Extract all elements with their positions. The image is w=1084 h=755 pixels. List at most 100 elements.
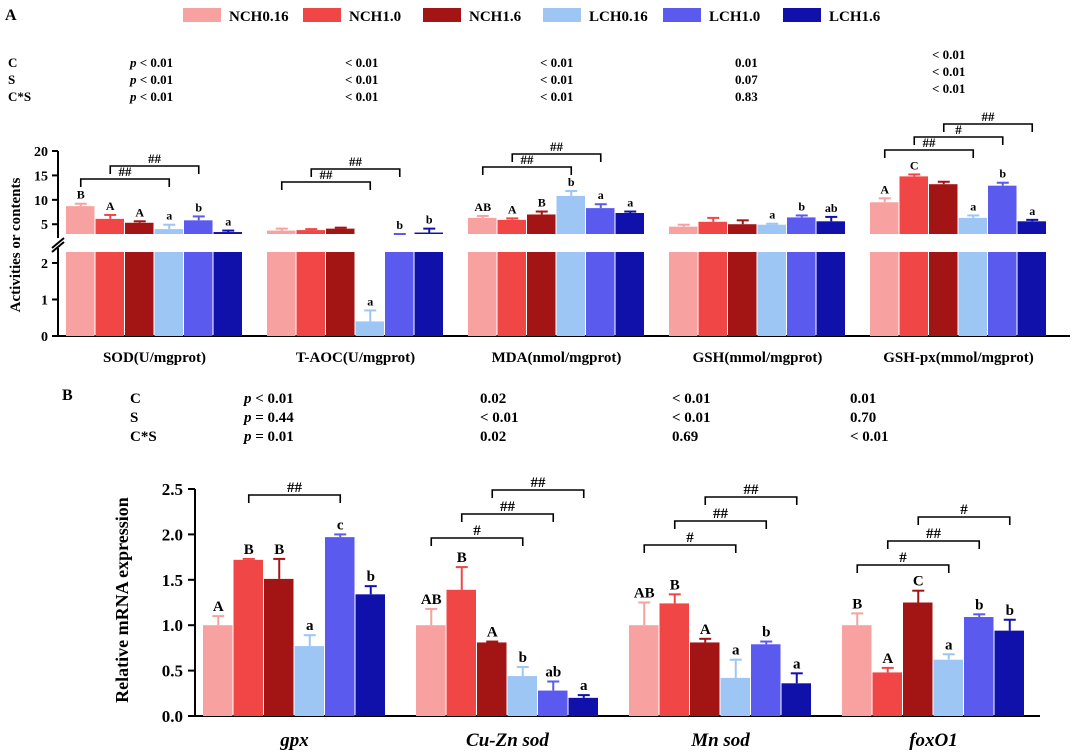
significance-bracket bbox=[481, 166, 573, 175]
significance-bracket bbox=[79, 178, 171, 187]
legend-label-LCH1.6: LCH1.6 bbox=[829, 9, 881, 25]
significance-bracket bbox=[704, 496, 798, 505]
significance-bracket bbox=[430, 537, 524, 546]
bar-LCH1.6-gpx bbox=[355, 594, 385, 716]
bar-NCH0.16-GSH-px(mmol/mgprot) bbox=[870, 252, 899, 336]
stats-b-row-label: S bbox=[130, 410, 138, 426]
significance-letter: A bbox=[213, 599, 224, 615]
bar-LCH1.6-foxO1 bbox=[994, 630, 1024, 716]
significance-letter: b bbox=[568, 175, 575, 189]
bar-NCH1.6-MDA(nmol/mgprot) bbox=[527, 252, 556, 336]
bar-upper-LCH0.16-GSH-px(mmol/mgprot) bbox=[958, 217, 987, 234]
stats-b-value: p = 0.01 bbox=[242, 429, 294, 445]
significance-letter: C bbox=[913, 574, 924, 590]
bracket-label: ## bbox=[349, 154, 363, 169]
significance-bracket bbox=[942, 123, 1034, 132]
stats-a-row-label: C bbox=[8, 55, 17, 70]
significance-bracket bbox=[247, 494, 342, 503]
bar-upper-LCH1.0-MDA(nmol/mgprot) bbox=[586, 208, 615, 234]
stats-b-value: 0.02 bbox=[480, 391, 506, 407]
bar-upper-LCH0.16-MDA(nmol/mgprot) bbox=[556, 195, 585, 234]
significance-bracket bbox=[917, 516, 1011, 525]
bracket-label: ## bbox=[923, 135, 937, 150]
stats-b-value: 0.69 bbox=[672, 429, 698, 445]
significance-letter: AB bbox=[421, 592, 442, 608]
stats-b-value: p < 0.01 bbox=[242, 391, 294, 407]
significance-letter: B bbox=[670, 577, 680, 593]
significance-letter: A bbox=[487, 625, 498, 641]
bar-upper-NCH0.16-GSH-px(mmol/mgprot) bbox=[870, 202, 899, 234]
legend-label-NCH1.0: NCH1.0 bbox=[349, 9, 401, 25]
stats-a-value: < 0.01 bbox=[540, 55, 573, 70]
bar-LCH1.0-GSH(mmol/mgprot) bbox=[787, 252, 816, 336]
stats-b-row-label: C bbox=[130, 391, 141, 407]
significance-letter: a bbox=[580, 678, 588, 694]
significance-letter: b bbox=[762, 625, 770, 641]
stats-a-row-label: S bbox=[8, 72, 15, 87]
bar-LCH1.6-Mn sod bbox=[781, 683, 811, 716]
bar-upper-LCH1.0-GSH(mmol/mgprot) bbox=[787, 217, 816, 234]
significance-letter: a bbox=[166, 209, 172, 223]
significance-bracket bbox=[673, 520, 768, 529]
x-category-label: gpx bbox=[279, 730, 309, 751]
significance-letter: AB bbox=[634, 586, 655, 602]
significance-letter: a bbox=[367, 294, 373, 308]
significance-letter: B bbox=[852, 596, 862, 612]
bar-LCH1.6-Cu-Zn sod bbox=[568, 697, 598, 716]
significance-letter: AB bbox=[474, 200, 491, 214]
significance-bracket bbox=[883, 149, 975, 158]
bar-upper-NCH1.0-GSH-px(mmol/mgprot) bbox=[899, 176, 928, 234]
legend-swatch-LCH1.6 bbox=[783, 8, 821, 22]
bar-upper-NCH0.16-T-AOC(U/mgprot) bbox=[267, 230, 296, 234]
significance-bracket bbox=[511, 153, 602, 162]
bar-upper-NCH0.16-GSH(mmol/mgprot) bbox=[669, 226, 698, 234]
x-category-label: SOD(U/mgprot) bbox=[103, 350, 206, 366]
bar-LCH0.16-GSH(mmol/mgprot) bbox=[757, 252, 786, 336]
bar-upper-NCH1.6-T-AOC(U/mgprot) bbox=[326, 228, 355, 234]
bar-upper-LCH1.6-GSH-px(mmol/mgprot) bbox=[1017, 221, 1046, 234]
significance-letter: b bbox=[396, 218, 403, 232]
significance-letter: B bbox=[457, 550, 467, 566]
panel-b-label: B bbox=[62, 387, 73, 404]
significance-letter: a bbox=[306, 618, 314, 634]
bar-NCH0.16-MDA(nmol/mgprot) bbox=[468, 252, 497, 336]
significance-bracket bbox=[460, 513, 555, 522]
significance-letter: ab bbox=[545, 664, 561, 680]
y-axis-title: Activities or contents bbox=[8, 177, 24, 312]
bar-upper-LCH0.16-GSH(mmol/mgprot) bbox=[757, 224, 786, 234]
stats-b-value: < 0.01 bbox=[850, 429, 889, 445]
significance-letter: a bbox=[970, 199, 976, 213]
significance-bracket bbox=[643, 544, 737, 553]
significance-letter: B bbox=[538, 196, 546, 210]
bar-NCH1.0-GSH-px(mmol/mgprot) bbox=[899, 252, 928, 336]
significance-letter: b bbox=[367, 569, 375, 585]
y-tick-label: 20 bbox=[34, 145, 48, 160]
bracket-label: ## bbox=[287, 480, 303, 496]
bar-NCH1.0-gpx bbox=[233, 559, 263, 716]
significance-bracket bbox=[886, 540, 981, 549]
significance-letter: b bbox=[195, 200, 202, 214]
significance-letter: c bbox=[337, 517, 344, 533]
bar-NCH1.0-foxO1 bbox=[872, 672, 902, 716]
bar-LCH1.0-foxO1 bbox=[964, 617, 994, 716]
x-category-label: GSH(mmol/mgprot) bbox=[693, 350, 823, 366]
bracket-label: ## bbox=[982, 109, 996, 124]
bracket-label: ## bbox=[531, 475, 547, 491]
bar-LCH0.16-Mn sod bbox=[720, 677, 750, 716]
stats-b-value: < 0.01 bbox=[480, 410, 519, 426]
bar-LCH1.0-Mn sod bbox=[751, 644, 781, 716]
bar-NCH0.16-Mn sod bbox=[629, 625, 659, 716]
bar-upper-NCH0.16-SOD(U/mgprot) bbox=[66, 206, 95, 234]
panel-b-chart: 0.0 0.5 1.0 1.5 2.0 2.5 Relative mRNA expressi… bbox=[112, 475, 1040, 751]
y-tick-label: 0.5 bbox=[162, 662, 183, 681]
significance-letter: a bbox=[769, 208, 775, 222]
bar-upper-NCH1.6-GSH-px(mmol/mgprot) bbox=[929, 184, 958, 234]
bracket-label: # bbox=[899, 550, 907, 566]
y-tick-label: 15 bbox=[34, 169, 48, 184]
bar-LCH1.6-MDA(nmol/mgprot) bbox=[615, 252, 644, 336]
bracket-label: ## bbox=[521, 152, 535, 167]
panel-b-stats: CS C*S p < 0.01 p = 0.44 p = 0.01 0.02 < 0.01 0… bbox=[130, 391, 889, 445]
y-tick-label: 1.5 bbox=[162, 571, 183, 590]
significance-letter: a bbox=[793, 656, 801, 672]
